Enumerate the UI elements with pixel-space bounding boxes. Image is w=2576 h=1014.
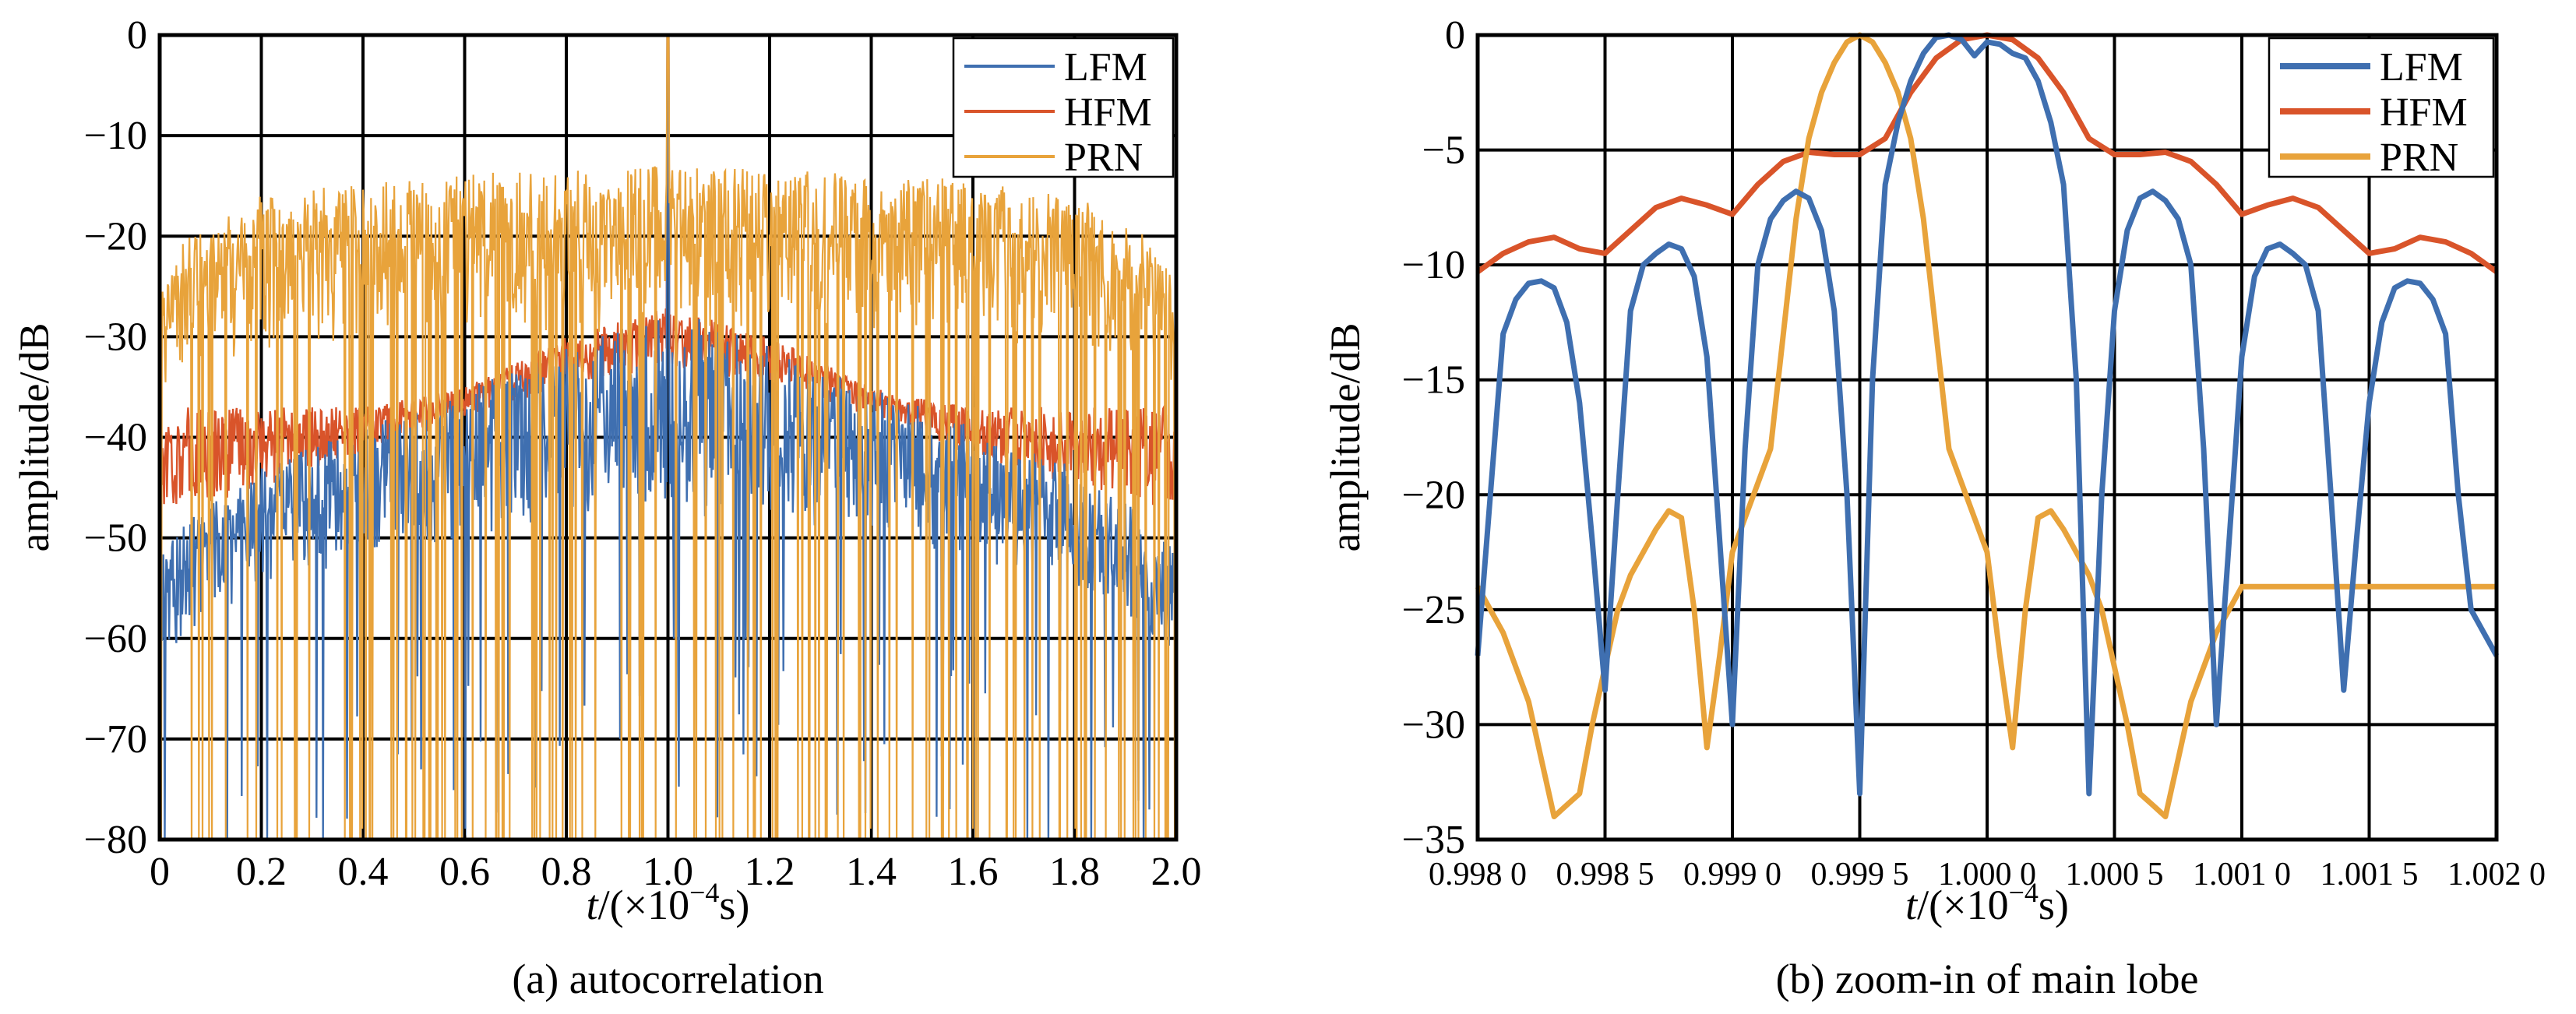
x-tick-label: 1.2 <box>745 850 795 894</box>
legend-label-hfm: HFM <box>2380 90 2468 135</box>
series-line-prn <box>1475 32 2497 819</box>
y-axis-label-a: amplitude/dB <box>11 323 58 552</box>
legend-box <box>952 37 1175 178</box>
panel-autocorrelation: 0 0.2 0.4 0.6 0.8 1.0 1.2 1.4 1.6 1.8 2.0 0 −10 −20 −3… <box>11 13 1202 1002</box>
legend-label-prn: PRN <box>1064 136 1143 180</box>
y-tick-label: −80 <box>84 818 147 862</box>
x-tick-label: 0.8 <box>541 850 592 894</box>
ticks-b: 0.998 0 0.998 5 0.999 0 0.999 5 1.000 0 1.000… <box>1402 13 2546 893</box>
caption-a: (a) autocorrelation <box>512 956 823 1002</box>
series-line-lfm <box>1475 32 2500 797</box>
x-tick-label: 2.0 <box>1151 850 1202 894</box>
x-tick-label: 0.6 <box>439 850 490 894</box>
x-label-exp-a: −4 <box>689 877 719 908</box>
y-tick-label: −20 <box>1402 473 1465 517</box>
x-axis-label-a: t/(×10−4s) <box>587 877 750 928</box>
y-tick-label: −40 <box>84 416 147 460</box>
y-tick-label: −15 <box>1402 358 1465 403</box>
legend-label-hfm: HFM <box>1064 90 1152 135</box>
x-tick-label: 0.999 0 <box>1683 857 1781 893</box>
x-axis-label-b: t/(×10−4s) <box>1905 877 2069 928</box>
y-tick-label: −5 <box>1422 129 1465 173</box>
y-tick-label: −30 <box>1402 702 1465 747</box>
x-tick-label: 0.998 0 <box>1429 857 1527 893</box>
x-tick-label: 1.002 0 <box>2447 857 2546 893</box>
y-tick-label: −70 <box>84 717 147 762</box>
y-tick-label: −30 <box>84 315 147 359</box>
legend-label-lfm: LFM <box>1064 45 1147 90</box>
y-tick-label: 0 <box>1445 13 1465 58</box>
x-tick-label: 1.8 <box>1049 850 1100 894</box>
x-label-var-b: t <box>1905 882 1919 928</box>
x-label-var-a: t <box>587 882 600 928</box>
y-tick-label: −10 <box>1402 243 1465 287</box>
x-label-rest-b: /(×10 <box>1917 882 2008 928</box>
x-tick-label: 1.001 0 <box>2193 857 2291 893</box>
y-tick-label: −60 <box>84 617 147 661</box>
x-label-unit-a: s) <box>719 882 749 928</box>
x-tick-label: 1.4 <box>846 850 897 894</box>
y-tick-label: 0 <box>127 13 147 58</box>
x-tick-label: 0.999 5 <box>1811 857 1909 893</box>
x-tick-label: 1.001 5 <box>2321 857 2419 893</box>
y-tick-label: −25 <box>1402 588 1465 632</box>
caption-b: (b) zoom-in of main lobe <box>1776 956 2199 1002</box>
x-tick-label: 0.4 <box>338 850 389 894</box>
y-tick-label: −50 <box>84 516 147 561</box>
legend-label-prn: PRN <box>2380 136 2458 180</box>
x-label-exp-b: −4 <box>2009 877 2039 908</box>
x-tick-label: 1.000 5 <box>2066 857 2164 893</box>
y-tick-label: −20 <box>84 214 147 259</box>
x-tick-label: 1.6 <box>948 850 999 894</box>
x-tick-label: 1.0 <box>643 850 693 894</box>
x-tick-label: 0.998 5 <box>1556 857 1654 893</box>
y-tick-label: −10 <box>84 114 147 158</box>
x-tick-label: 0 <box>150 850 170 894</box>
legend-label-lfm: LFM <box>2380 45 2463 90</box>
y-tick-label: −35 <box>1402 818 1465 862</box>
x-label-rest-a: /(×10 <box>598 882 689 928</box>
ticks-a: 0 0.2 0.4 0.6 0.8 1.0 1.2 1.4 1.6 1.8 2.0 0 −10 −20 −3… <box>84 13 1202 894</box>
y-axis-label-b: amplitude/dB <box>1322 323 1369 552</box>
x-label-unit-b: s) <box>2039 882 2069 928</box>
panel-main-lobe-zoom: 0.998 0 0.998 5 0.999 0 0.999 5 1.000 0 1.000… <box>1322 13 2546 1002</box>
x-tick-label: 1.000 0 <box>1938 857 2036 893</box>
x-tick-label: 0.2 <box>236 850 287 894</box>
